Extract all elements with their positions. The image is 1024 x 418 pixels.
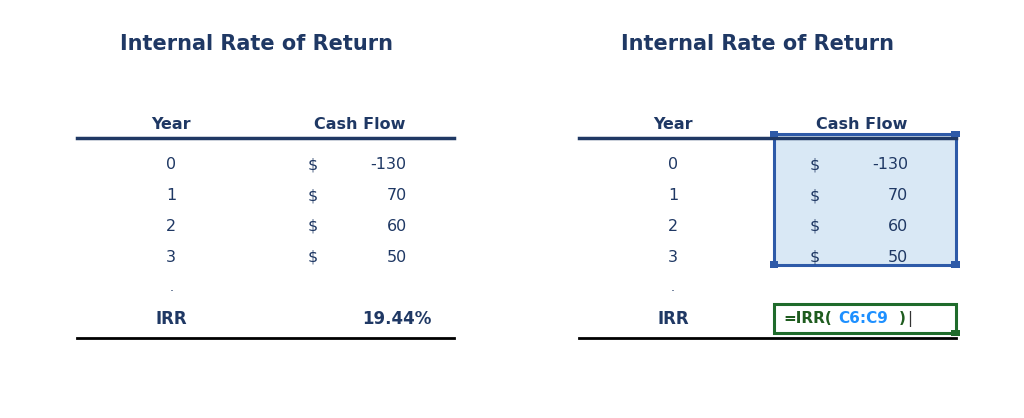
Text: 3: 3: [166, 250, 176, 265]
Text: Cash Flow: Cash Flow: [314, 117, 406, 132]
Text: ): ): [899, 311, 906, 326]
Text: Internal Rate of Return: Internal Rate of Return: [622, 33, 894, 54]
Text: $: $: [307, 157, 317, 172]
Text: 2: 2: [166, 219, 176, 234]
FancyBboxPatch shape: [774, 304, 955, 333]
Text: 70: 70: [386, 188, 407, 203]
Text: IRR: IRR: [156, 310, 187, 328]
Text: 0: 0: [166, 157, 176, 172]
Text: -130: -130: [872, 157, 908, 172]
Text: 70: 70: [888, 188, 908, 203]
FancyBboxPatch shape: [951, 329, 959, 336]
Text: -130: -130: [371, 157, 407, 172]
Text: $: $: [809, 219, 819, 234]
Text: 60: 60: [888, 219, 908, 234]
Text: 50: 50: [888, 250, 908, 265]
FancyBboxPatch shape: [951, 261, 959, 268]
FancyBboxPatch shape: [774, 134, 955, 265]
Text: 0: 0: [668, 157, 678, 172]
Text: $: $: [307, 188, 317, 203]
Text: .: .: [169, 281, 173, 294]
Text: Internal Rate of Return: Internal Rate of Return: [120, 33, 392, 54]
Text: |: |: [907, 311, 912, 326]
Text: $: $: [809, 250, 819, 265]
Text: =IRR(: =IRR(: [783, 311, 833, 326]
Text: $: $: [307, 250, 317, 265]
Text: 60: 60: [386, 219, 407, 234]
FancyBboxPatch shape: [770, 130, 778, 138]
FancyBboxPatch shape: [770, 261, 778, 268]
Text: 3: 3: [668, 250, 678, 265]
Text: 1: 1: [166, 188, 176, 203]
Text: IRR: IRR: [657, 310, 689, 328]
Text: Year: Year: [152, 117, 191, 132]
Text: 1: 1: [668, 188, 678, 203]
Text: 50: 50: [386, 250, 407, 265]
Text: Cash Flow: Cash Flow: [816, 117, 907, 132]
Text: 2: 2: [668, 219, 678, 234]
Text: 19.44%: 19.44%: [362, 310, 432, 328]
Text: $: $: [809, 157, 819, 172]
Text: C6:C9: C6:C9: [838, 311, 888, 326]
Text: $: $: [809, 188, 819, 203]
Text: Year: Year: [653, 117, 693, 132]
Text: $: $: [307, 219, 317, 234]
Text: .: .: [671, 281, 675, 294]
FancyBboxPatch shape: [951, 130, 959, 138]
